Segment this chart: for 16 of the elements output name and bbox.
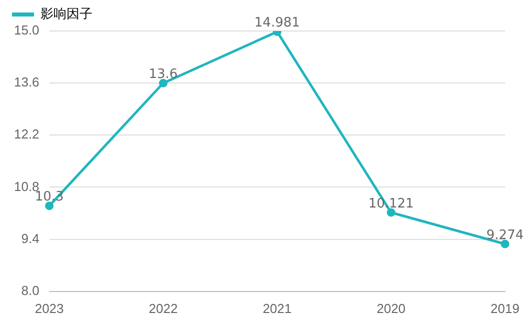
x-tick-label: 2022: [148, 300, 178, 316]
x-tick-label: 2019: [490, 300, 520, 316]
point: [500, 240, 510, 248]
data-label: 14.981: [254, 16, 300, 31]
y-tick-label: 15.0: [14, 22, 40, 38]
point: [158, 78, 168, 88]
x-tick-label: 2020: [376, 300, 406, 316]
y-tick-label: 9.4: [21, 230, 40, 246]
data-label: 13.6: [148, 66, 178, 82]
y-tick-label: 12.2: [14, 126, 40, 142]
y-tick-label: 8.0: [21, 282, 40, 298]
y-tick-label: 13.6: [14, 74, 40, 90]
x-tick-label: 2021: [262, 300, 292, 316]
data-label: 9.274: [486, 228, 524, 243]
legend-label: 影响因子: [40, 6, 92, 22]
x-tick-label: 2023: [34, 300, 64, 316]
